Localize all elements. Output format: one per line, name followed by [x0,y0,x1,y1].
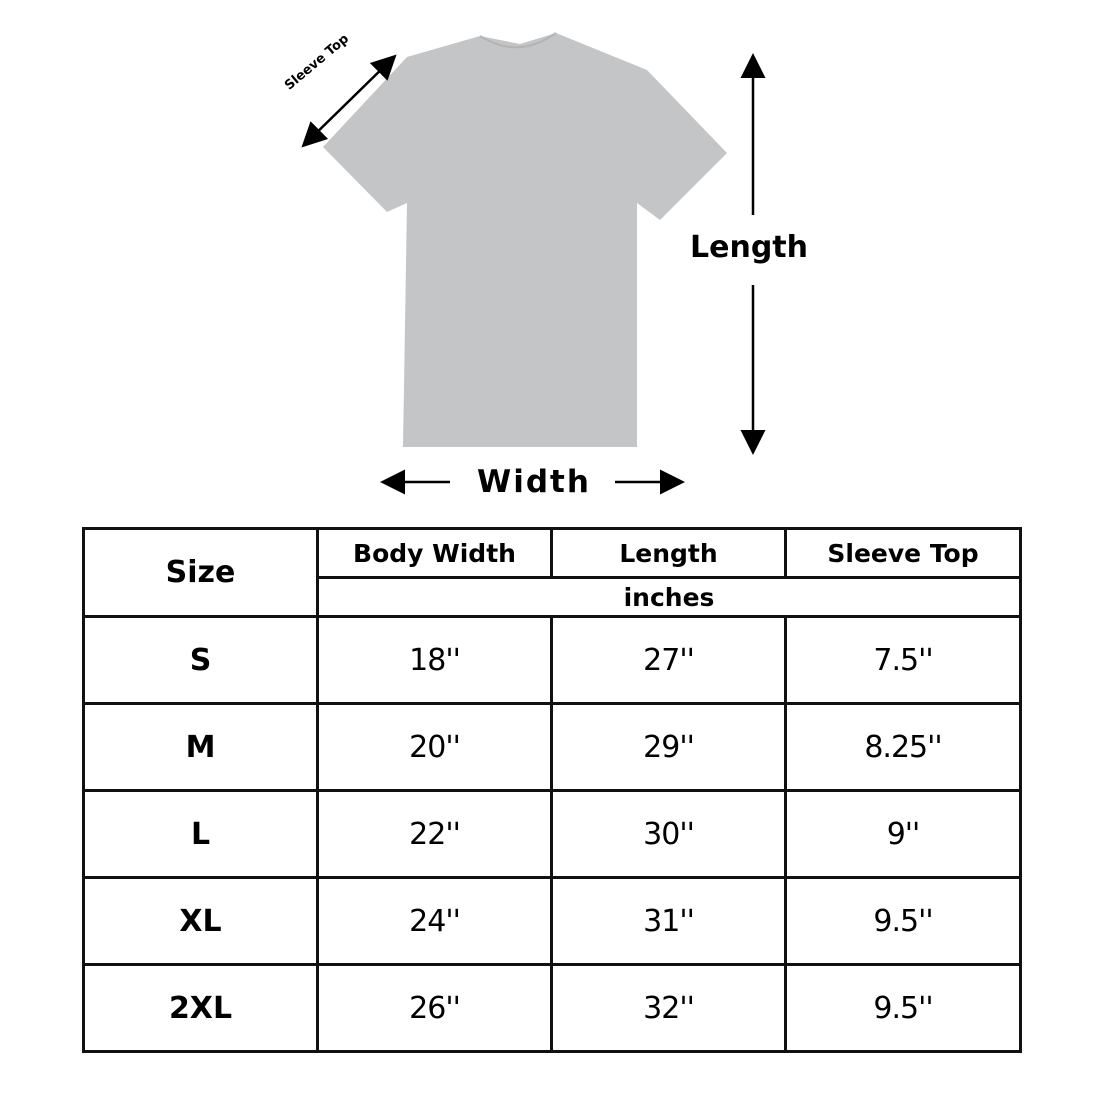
table-row: XL 24'' 31'' 9.5'' [82,876,1022,966]
sleeve-top-cell: 7.5'' [784,615,1022,705]
table-row: L 22'' 30'' 9'' [82,789,1022,879]
body-width-cell: 22'' [316,789,553,879]
column-header-body-width: Body Width [316,527,553,579]
size-cell: L [82,789,319,879]
size-cell: XL [82,876,319,966]
table-row: M 20'' 29'' 8.25'' [82,702,1022,792]
size-cell: S [82,615,319,705]
length-cell: 32'' [550,963,787,1053]
column-header-sleeve-top: Sleeve Top [784,527,1022,579]
sleeve-top-cell: 8.25'' [784,702,1022,792]
body-width-cell: 18'' [316,615,553,705]
length-cell: 27'' [550,615,787,705]
body-width-cell: 20'' [316,702,553,792]
body-width-cell: 24'' [316,876,553,966]
sleeve-top-cell: 9.5'' [784,876,1022,966]
size-header: Size [82,527,319,618]
size-cell: 2XL [82,963,319,1053]
sleeve-top-cell: 9.5'' [784,963,1022,1053]
body-width-cell: 26'' [316,963,553,1053]
sleeve-arrow-icon [301,54,397,148]
sleeve-top-cell: 9'' [784,789,1022,879]
size-chart-table: Size Body Width Length Sleeve Top inches… [82,527,1022,1053]
unit-row: inches [84,576,1022,618]
table-row: 2XL 26'' 32'' 9.5'' [82,963,1022,1053]
tshirt-image [323,33,727,447]
width-label: Width [477,464,591,500]
length-cell: 29'' [550,702,787,792]
unit-label: inches [316,576,1022,618]
shirt-diagram [301,32,766,495]
length-cell: 31'' [550,876,787,966]
length-label: Length [690,230,808,265]
header-row: Size Body Width Length Sleeve Top [82,527,1022,618]
table-row: S 18'' 27'' 7.5'' [82,615,1022,705]
length-cell: 30'' [550,789,787,879]
column-header-length: Length [550,527,787,579]
size-cell: M [82,702,319,792]
